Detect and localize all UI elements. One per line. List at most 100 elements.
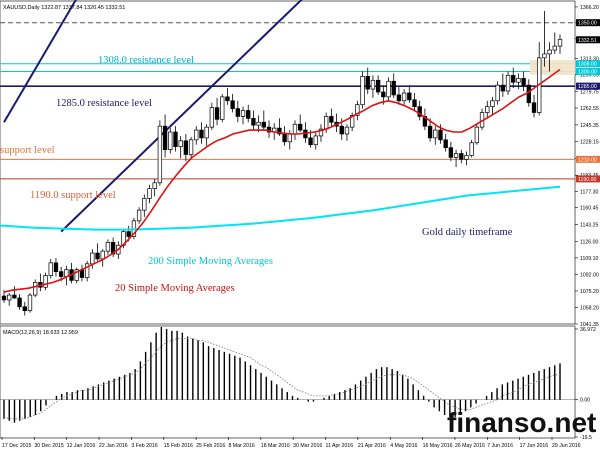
macd-tick-label: -19.5 bbox=[580, 435, 592, 441]
candle-body bbox=[152, 182, 157, 189]
candle bbox=[469, 139, 474, 158]
candle-body bbox=[495, 84, 500, 102]
candle-body bbox=[391, 80, 396, 96]
candle bbox=[552, 32, 557, 54]
sma-20-line bbox=[3, 68, 561, 293]
candle-body bbox=[298, 123, 303, 131]
candle-body bbox=[505, 75, 511, 92]
price-tick-label: 1245.35 bbox=[580, 123, 599, 129]
candle bbox=[168, 128, 173, 154]
candle-body bbox=[313, 135, 318, 146]
candle bbox=[485, 100, 490, 119]
price-tag-box bbox=[576, 36, 600, 44]
candle bbox=[407, 85, 412, 103]
candle bbox=[142, 194, 147, 217]
candle-body bbox=[438, 129, 443, 141]
candle bbox=[22, 301, 27, 316]
annotation-1190-support: 1190.0 support level bbox=[30, 190, 116, 201]
candle bbox=[365, 67, 370, 94]
candle bbox=[453, 149, 459, 168]
candle bbox=[521, 71, 526, 92]
candle-body bbox=[485, 106, 490, 113]
price-tick-label: 1160.45 bbox=[580, 206, 598, 212]
annotation-support: support level bbox=[0, 145, 55, 156]
candle bbox=[27, 293, 33, 313]
candle-body bbox=[401, 92, 407, 102]
candle bbox=[74, 267, 79, 284]
price-tick-label: 1177.30 bbox=[580, 189, 598, 195]
candle-body bbox=[308, 137, 313, 146]
candle bbox=[220, 93, 225, 123]
price-tag-box bbox=[576, 175, 600, 183]
candle-body bbox=[552, 45, 557, 51]
candle-body bbox=[427, 125, 433, 139]
date-tick-label: 4 May 2016 bbox=[390, 443, 417, 449]
candle-body bbox=[323, 116, 329, 130]
price-plot-area bbox=[0, 0, 576, 325]
candle bbox=[204, 124, 209, 146]
price-tick-label: 1058.20 bbox=[580, 306, 599, 312]
candle-body bbox=[360, 76, 365, 106]
candle bbox=[1, 290, 7, 303]
price-tag-box bbox=[576, 68, 600, 76]
candle-body bbox=[417, 106, 422, 117]
candle-body bbox=[277, 127, 282, 135]
candle-body bbox=[261, 121, 266, 128]
price-tag-label: 1300.00 bbox=[578, 70, 597, 76]
price-tag-label: 1285.00 bbox=[578, 84, 597, 90]
annotation-1285-resistance: 1285.0 resistance level bbox=[56, 98, 152, 109]
price-tag-label: 1308.00 bbox=[578, 62, 597, 68]
candle bbox=[95, 243, 100, 261]
symbol-info: XAUUSD,Daily 1322.87 1337.84 1320.45 133… bbox=[3, 5, 125, 11]
candle-body bbox=[90, 252, 95, 265]
price-tick-label: 1041.35 bbox=[580, 322, 599, 328]
candle-body bbox=[251, 118, 256, 126]
candle-body bbox=[433, 129, 438, 139]
candle-body bbox=[225, 96, 230, 102]
candle-body bbox=[33, 282, 38, 296]
price-tick-label: 1296.95 bbox=[580, 72, 599, 78]
candle bbox=[427, 118, 433, 142]
candle bbox=[448, 141, 454, 162]
candle bbox=[417, 100, 422, 121]
candle bbox=[391, 73, 396, 98]
price-tick-label: 1126.00 bbox=[580, 239, 598, 245]
candle bbox=[194, 126, 199, 145]
date-tick-label: 26 May 2016 bbox=[455, 443, 485, 449]
date-tick-label: 11 Apr 2016 bbox=[326, 443, 354, 449]
candle bbox=[43, 272, 48, 291]
candle bbox=[329, 108, 334, 127]
candle-body bbox=[183, 140, 189, 155]
candle bbox=[298, 114, 303, 133]
candle bbox=[251, 110, 256, 131]
candle-body bbox=[240, 110, 246, 117]
candle-body bbox=[194, 129, 199, 141]
candle bbox=[235, 100, 241, 123]
candle-body bbox=[157, 125, 163, 184]
date-tick-label: 29 Jun 2016 bbox=[552, 443, 581, 449]
candle bbox=[375, 75, 381, 95]
candle-body bbox=[173, 131, 178, 148]
candle bbox=[147, 184, 152, 204]
candle bbox=[209, 102, 215, 131]
candle-body bbox=[318, 128, 324, 137]
candle-body bbox=[209, 107, 215, 128]
macd-axis: 36.972 0.00 -19.5 bbox=[575, 327, 596, 441]
candle-body bbox=[547, 49, 552, 55]
macd-tick-label: 36.972 bbox=[580, 327, 596, 333]
candle bbox=[355, 100, 360, 121]
candle-body bbox=[355, 104, 360, 116]
price-tick-label: 1092.00 bbox=[580, 273, 599, 279]
price-tag-box bbox=[576, 19, 600, 27]
candle-body bbox=[22, 306, 27, 312]
candle bbox=[261, 110, 266, 131]
candle bbox=[225, 88, 230, 105]
candle-body bbox=[1, 295, 7, 301]
candle bbox=[547, 42, 552, 72]
candle bbox=[344, 124, 350, 141]
candle-body bbox=[542, 53, 547, 59]
candle-body bbox=[282, 133, 287, 143]
price-tag-label: 1332.51 bbox=[578, 38, 597, 44]
candle-body bbox=[246, 110, 251, 119]
candle bbox=[474, 124, 480, 145]
